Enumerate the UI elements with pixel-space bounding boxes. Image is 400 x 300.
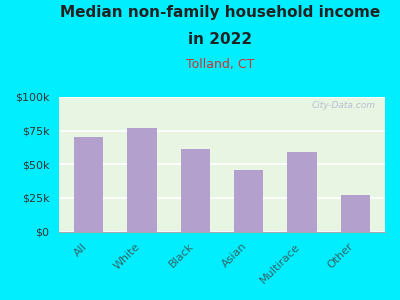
Text: Tolland, CT: Tolland, CT <box>186 58 254 70</box>
Text: Median non-family household income: Median non-family household income <box>60 4 380 20</box>
Bar <box>288 152 317 232</box>
Text: in 2022: in 2022 <box>188 32 252 46</box>
Bar <box>127 128 157 232</box>
Bar <box>234 169 264 232</box>
Bar <box>341 195 370 232</box>
Bar <box>74 137 103 232</box>
Bar <box>181 149 210 232</box>
Text: City-Data.com: City-Data.com <box>311 101 375 110</box>
